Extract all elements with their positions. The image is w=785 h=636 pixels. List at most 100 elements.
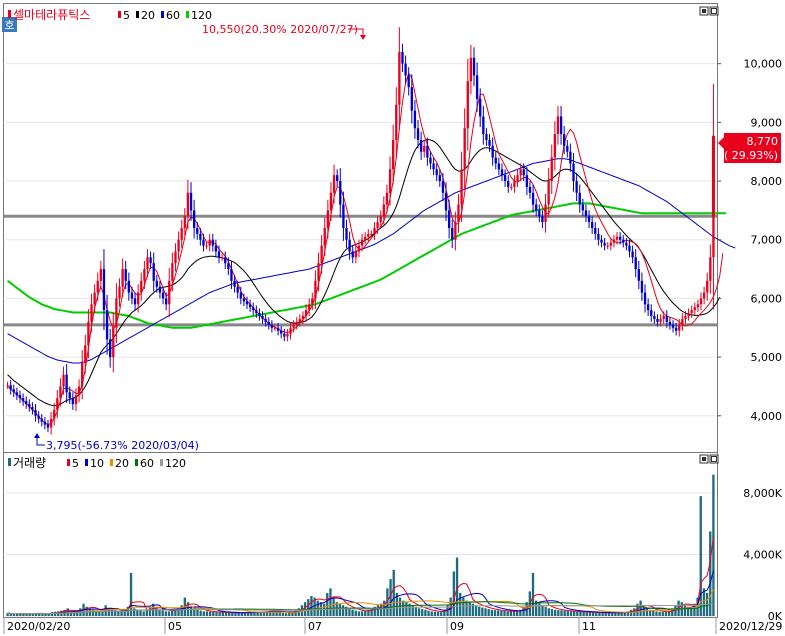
current-price-pointer	[718, 137, 724, 149]
candle-body	[317, 263, 320, 281]
volume-bar	[598, 612, 601, 616]
volume-bar	[364, 610, 367, 616]
candle-body	[28, 404, 31, 407]
candle-body	[438, 175, 441, 182]
volume-bar	[278, 612, 281, 616]
candle-body	[563, 134, 566, 146]
candle-body	[628, 245, 631, 252]
volume-bar	[427, 610, 430, 616]
candle-body	[507, 181, 510, 187]
volume-bar	[237, 612, 240, 616]
volume-bar	[522, 606, 525, 616]
volume-bar	[481, 607, 484, 616]
high-annotation-leader	[348, 28, 364, 37]
candle-body	[289, 327, 292, 334]
candle-body	[709, 257, 712, 281]
volume-moving-averages	[7, 536, 714, 615]
legend-swatch	[67, 459, 70, 466]
candle-body	[230, 269, 233, 281]
candle-body	[609, 242, 612, 246]
volume-bar	[661, 612, 664, 616]
volume-bar	[709, 531, 712, 616]
candlesticks	[6, 27, 715, 435]
volume-bar	[294, 610, 297, 616]
volume-bar	[123, 611, 126, 616]
volume-bar	[240, 612, 243, 616]
ma60-line	[7, 158, 736, 364]
volume-bar	[433, 611, 437, 616]
volume-bar	[47, 613, 50, 616]
candle-body	[96, 280, 99, 293]
volume-bar	[246, 612, 250, 616]
candle-body	[410, 87, 413, 111]
candle-body	[264, 318, 267, 322]
badge-box[interactable]	[2, 17, 17, 32]
legend-label: 120	[191, 9, 212, 22]
candle-body	[640, 280, 644, 293]
low-annotation-arrow	[34, 433, 40, 438]
candle-body	[43, 421, 47, 425]
volume-bar	[50, 612, 54, 616]
candle-body	[273, 327, 277, 329]
candle-body	[105, 310, 109, 340]
vol-maximize-button[interactable]	[709, 454, 719, 464]
candle-body	[112, 327, 115, 358]
volume-bar	[503, 611, 506, 616]
candle-body	[606, 245, 609, 247]
candle-body	[388, 169, 392, 193]
candle-body	[248, 304, 252, 308]
candle-body	[336, 175, 339, 182]
candle-body	[314, 280, 317, 299]
volume-bar	[636, 603, 639, 616]
volume-bar	[535, 600, 538, 616]
volume-bar	[259, 611, 262, 616]
candle-body	[149, 257, 152, 264]
candle-body	[12, 389, 15, 393]
candle-body	[491, 145, 494, 158]
legend-swatch	[85, 459, 88, 466]
candle-body	[320, 245, 323, 264]
candle-body	[407, 75, 410, 88]
volume-bar	[664, 612, 668, 616]
volume-bar	[215, 612, 218, 616]
price-panel-buttons	[699, 6, 719, 16]
candle-body	[541, 216, 544, 223]
candle-body	[643, 292, 647, 305]
candle-body	[40, 418, 43, 422]
candle-body	[280, 330, 283, 334]
x-tick-label: 07	[308, 620, 322, 633]
volume-bar	[326, 592, 329, 616]
volume-bar	[243, 612, 247, 616]
volume-bar	[547, 608, 550, 616]
volume-bar	[595, 612, 598, 616]
volume-bar	[645, 608, 649, 616]
volume-bar	[402, 600, 405, 616]
volume-bar	[234, 612, 237, 616]
candle-body	[217, 251, 221, 258]
volume-bar	[563, 610, 566, 616]
candle-body	[81, 362, 84, 387]
candle-body	[363, 236, 367, 240]
candle-body	[62, 374, 65, 387]
maximize-button[interactable]	[709, 6, 719, 16]
candle-body	[594, 228, 597, 234]
candle-body	[53, 409, 56, 419]
candle-body	[99, 269, 103, 281]
candle-body	[227, 263, 230, 270]
volume-bar	[28, 613, 31, 616]
candle-body	[690, 310, 693, 314]
candle-body	[479, 98, 482, 117]
volume-bar	[38, 613, 41, 616]
legend-label: 20	[141, 9, 155, 22]
volume-bar	[658, 611, 661, 616]
volume-bar	[490, 609, 494, 616]
price-tick-label: 5,000	[751, 351, 783, 364]
candle-body	[435, 169, 438, 176]
price-y-axis: 4,000 5,000 6,000 7,000 8,000 9,000 10,000	[717, 58, 782, 423]
candle-body	[152, 263, 155, 281]
volume-bar	[174, 609, 177, 616]
price-tick-label: 10,000	[744, 58, 783, 71]
volume-bar	[41, 613, 44, 616]
volume-bar	[607, 612, 611, 616]
